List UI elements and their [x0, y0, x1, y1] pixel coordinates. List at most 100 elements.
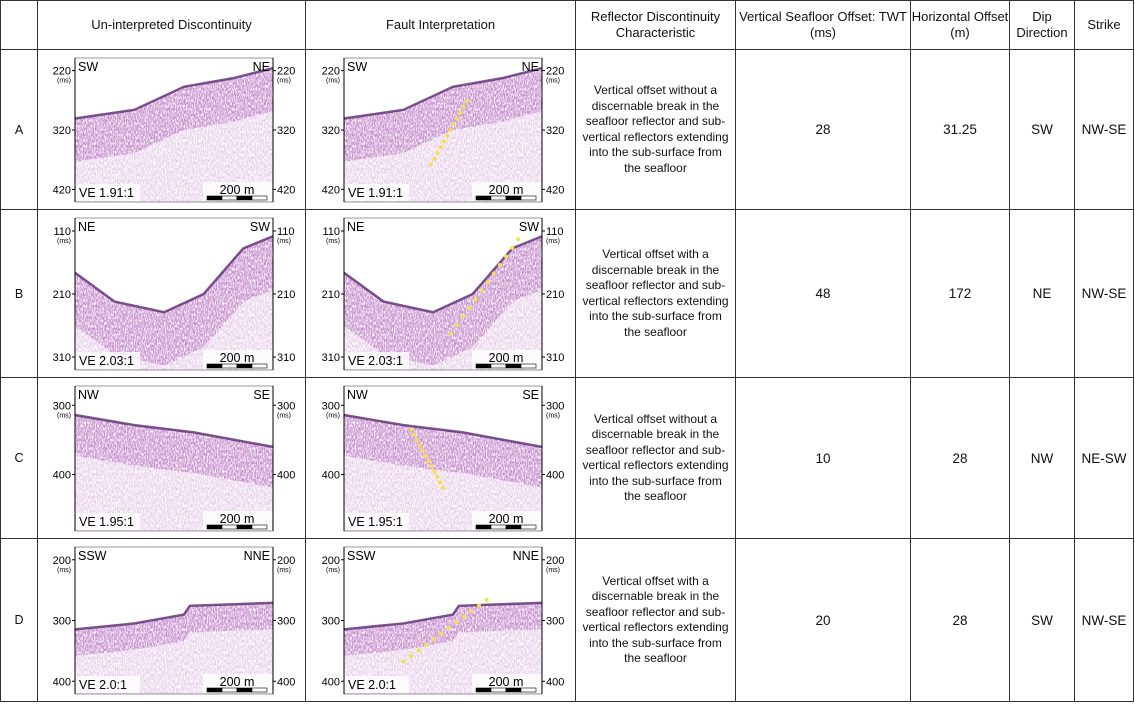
direction-label: SW [347, 60, 367, 74]
horizontal-offset: 28 [911, 539, 1010, 702]
tick-label: 220 [52, 65, 70, 77]
unit-label: (ms) [546, 412, 560, 419]
vertical-offset: 10 [736, 378, 911, 539]
unit-label: (ms) [57, 238, 71, 245]
tick-label: 400 [52, 469, 70, 481]
scale-bar [491, 525, 506, 529]
tick-label: 210 [321, 289, 339, 301]
scale-bar [506, 196, 521, 200]
fault-dot [467, 305, 471, 309]
interpreted-section: 220220(ms)(ms)320320420420SWNEVE 1.91:12… [310, 54, 572, 206]
strike: NE-SW [1075, 378, 1134, 539]
direction-label: NNE [512, 549, 538, 563]
scale-bar [222, 688, 237, 692]
dip-direction: SW [1010, 539, 1075, 702]
horizontal-offset: 172 [911, 210, 1010, 378]
tick-label: 200 [277, 554, 295, 566]
tick-label: 300 [277, 615, 295, 627]
fault-dot [461, 314, 465, 318]
fault-dot [461, 614, 465, 618]
direction-label: SW [78, 60, 98, 74]
fault-dot [429, 162, 433, 166]
unit-label: (ms) [57, 77, 71, 84]
fault-dot [455, 116, 459, 120]
fault-dot [458, 110, 462, 114]
scale-bar [476, 196, 491, 200]
unit-label: (ms) [326, 238, 340, 245]
tick-label: 420 [546, 184, 564, 196]
strike: NW-SE [1075, 539, 1134, 702]
fault-dot [491, 271, 495, 275]
unit-label: (ms) [546, 566, 560, 573]
direction-label: SE [253, 388, 270, 402]
scale-label: 200 m [488, 512, 523, 526]
unit-label: (ms) [57, 566, 71, 573]
unit-label: (ms) [326, 412, 340, 419]
scale-bar [476, 525, 491, 529]
column-header: Dip Direction [1010, 1, 1075, 50]
fault-dot [401, 659, 405, 663]
column-header: Fault Interpretation [306, 1, 576, 50]
tick-label: 400 [52, 676, 70, 688]
unit-label: (ms) [326, 566, 340, 573]
row-label: D [1, 539, 38, 702]
fault-dot [424, 642, 428, 646]
characteristic: Vertical offset with a discernable break… [576, 539, 736, 702]
tick-label: 110 [546, 226, 564, 238]
scale-bar [252, 525, 267, 529]
fault-dot [469, 609, 473, 613]
scale-bar [252, 196, 267, 200]
fault-dot [479, 288, 483, 292]
dip-direction: NW [1010, 378, 1075, 539]
direction-label: NE [78, 220, 95, 234]
interpretation-cell: 300300(ms)(ms)400400NWSEVE 1.95:1200 m [306, 378, 576, 539]
unit-label: (ms) [277, 238, 291, 245]
row-label: B [1, 210, 38, 378]
unit-label: (ms) [546, 77, 560, 84]
seismic-section: 300300(ms)(ms)400400NWSEVE 1.95:1200 m [41, 382, 303, 535]
fault-dot [485, 280, 489, 284]
fault-dot [455, 322, 459, 326]
scale-bar [237, 688, 252, 692]
characteristic: Vertical offset without a discernable br… [576, 50, 736, 210]
scale-bar [237, 525, 252, 529]
tick-label: 200 [546, 554, 564, 566]
uninterpreted-cell: 300300(ms)(ms)400400NWSEVE 1.95:1200 m [38, 378, 306, 539]
ve-label: VE 1.95:1 [348, 515, 403, 529]
unit-label: (ms) [546, 238, 560, 245]
seismic-section: 220220(ms)(ms)320320420420SWNEVE 1.91:12… [41, 54, 303, 206]
scale-bar [521, 688, 536, 692]
scale-bar [491, 688, 506, 692]
tick-label: 300 [52, 615, 70, 627]
tick-label: 300 [546, 615, 564, 627]
tick-label: 420 [277, 184, 295, 196]
fault-dot [420, 448, 424, 452]
scale-bar [506, 364, 521, 368]
characteristic: Vertical offset without a discernable br… [576, 378, 736, 539]
row-label: A [1, 50, 38, 210]
fault-dot [429, 464, 433, 468]
horizontal-offset: 28 [911, 378, 1010, 539]
tick-label: 200 [321, 554, 339, 566]
fault-dot [516, 237, 520, 241]
fault-dot [432, 156, 436, 160]
ve-label: VE 2.03:1 [348, 354, 403, 368]
scale-bar [491, 364, 506, 368]
scale-bar [521, 525, 536, 529]
tick-label: 210 [52, 289, 70, 301]
fault-dot [408, 654, 412, 658]
scale-bar [476, 364, 491, 368]
direction-label: NW [78, 388, 99, 402]
column-header: Strike [1075, 1, 1134, 50]
tick-label: 210 [546, 289, 564, 301]
tick-label: 400 [546, 676, 564, 688]
fault-dot [448, 128, 452, 132]
fault-dot [412, 432, 416, 436]
ve-label: VE 1.95:1 [79, 515, 134, 529]
strike: NW-SE [1075, 210, 1134, 378]
fault-dot [445, 133, 449, 137]
fault-dot [484, 597, 488, 601]
tick-label: 110 [53, 226, 71, 238]
tick-label: 320 [277, 125, 295, 137]
